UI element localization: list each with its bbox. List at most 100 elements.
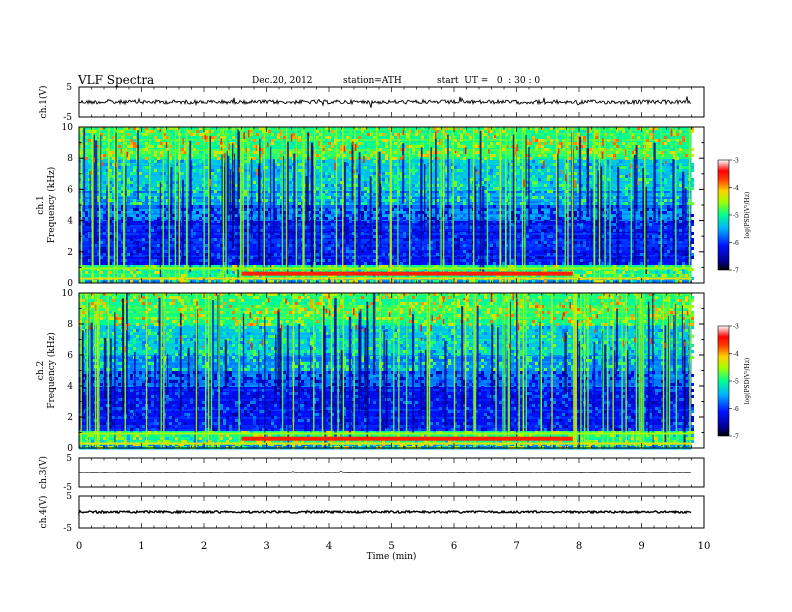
spectrogram-cell <box>610 154 613 157</box>
spectrogram-cell <box>349 172 352 175</box>
spectrogram-cell <box>679 241 682 244</box>
spectrogram-cell <box>199 274 202 277</box>
spectrogram-cell <box>547 241 550 244</box>
spectrogram-cell <box>325 280 328 283</box>
spectrogram-cell <box>565 256 568 259</box>
spectrogram-cell <box>487 250 490 253</box>
frequency-band <box>79 149 692 152</box>
spectrogram-cell <box>352 148 355 151</box>
spectrogram-cell <box>256 199 259 202</box>
spectrogram-cell <box>331 214 334 217</box>
spectrogram-cell <box>235 211 238 214</box>
spectrogram-cell <box>610 271 613 274</box>
spectrogram-cell <box>469 259 472 262</box>
spectrogram-cell <box>340 226 343 229</box>
spectrogram-cell <box>322 214 325 217</box>
spectrogram-cell <box>577 250 580 253</box>
spectrogram-cell <box>658 229 661 232</box>
spectrogram-cell <box>187 208 190 211</box>
spectrogram-cell <box>574 214 577 217</box>
spectrogram-cell <box>211 211 214 214</box>
spectrogram-cell <box>109 256 112 259</box>
spectrogram-cell <box>196 250 199 253</box>
spectrogram-cell <box>436 157 439 160</box>
spectrogram-cell <box>622 133 625 136</box>
spectrogram-cell <box>460 154 463 157</box>
spectrogram-cell <box>646 130 649 133</box>
spectrogram-cell <box>130 133 133 136</box>
spectrogram-cell <box>190 235 193 238</box>
spectrogram-cell <box>403 235 406 238</box>
spectrogram-cell <box>601 175 604 178</box>
dark-streak <box>232 143 234 249</box>
spectrogram-cell <box>673 130 676 133</box>
spectrogram-cell <box>529 217 532 220</box>
spectrogram-cell <box>109 262 112 265</box>
spectrogram-cell <box>487 259 490 262</box>
spectrogram-cell <box>97 160 100 163</box>
spectrogram-cell <box>352 208 355 211</box>
spectrogram-cell <box>388 229 391 232</box>
spectrogram-cell <box>625 148 628 151</box>
spectrogram-cell <box>637 259 640 262</box>
spectrogram-cell <box>631 250 634 253</box>
spectrogram-cell <box>616 139 619 142</box>
spectrogram-cell <box>610 199 613 202</box>
spectrogram-cell <box>415 169 418 172</box>
spectrogram-cell <box>496 211 499 214</box>
spectrogram-cell <box>415 250 418 253</box>
spectrogram-cell <box>529 211 532 214</box>
spectrogram-cell <box>559 229 562 232</box>
spectrogram-cell <box>493 268 496 271</box>
spectrogram-cell <box>139 241 142 244</box>
spectrogram-cell <box>544 142 547 145</box>
spectrogram-cell <box>568 145 571 148</box>
spectrogram-cell <box>187 211 190 214</box>
spectrogram-cell <box>622 175 625 178</box>
spectrogram-cell <box>109 169 112 172</box>
spectrogram-cell <box>583 139 586 142</box>
spectrogram-cell <box>589 151 592 154</box>
spectrogram-cell <box>580 220 583 223</box>
spectrogram-cell <box>136 241 139 244</box>
spectrogram-cell <box>673 274 676 277</box>
spectrogram-cell <box>508 202 511 205</box>
spectrogram-cell <box>364 262 367 265</box>
spectrogram-cell <box>214 187 217 190</box>
spectrogram-cell <box>277 280 280 283</box>
spectrogram-cell <box>583 196 586 199</box>
spectrogram-cell <box>97 154 100 157</box>
spectrogram-cell <box>661 166 664 169</box>
spectrogram-cell <box>163 136 166 139</box>
spectrogram-cell <box>400 280 403 283</box>
spectrogram-cell <box>367 268 370 271</box>
spectrogram-cell <box>298 169 301 172</box>
spectrogram-cell <box>151 205 154 208</box>
spectrogram-cell <box>352 232 355 235</box>
spectrogram-cell <box>433 166 436 169</box>
spectrogram-cell <box>268 244 271 247</box>
spectrogram-cell <box>391 148 394 151</box>
spectrogram-cell <box>319 145 322 148</box>
spectrogram-cell <box>583 157 586 160</box>
spectrogram-cell <box>340 184 343 187</box>
spectrogram-cell <box>685 250 688 253</box>
spectrogram-cell <box>493 145 496 148</box>
spectrogram-cell <box>103 190 106 193</box>
spectrogram-cell <box>481 154 484 157</box>
spectrogram-cell <box>268 226 271 229</box>
spectrogram-cell <box>658 139 661 142</box>
spectrogram-cell <box>502 190 505 193</box>
spectrogram-cell <box>250 130 253 133</box>
spectrogram-cell <box>478 184 481 187</box>
spectrogram-cell <box>361 232 364 235</box>
spectrogram-cell <box>595 265 598 268</box>
spectrogram-cell <box>613 250 616 253</box>
spectrogram-cell <box>391 133 394 136</box>
spectrogram-cell <box>625 253 628 256</box>
spectrogram-cell <box>244 208 247 211</box>
spectrogram-cell <box>391 202 394 205</box>
spectrogram-cell <box>79 178 82 181</box>
spectrogram-cell <box>118 220 121 223</box>
spectrogram-cell <box>541 151 544 154</box>
